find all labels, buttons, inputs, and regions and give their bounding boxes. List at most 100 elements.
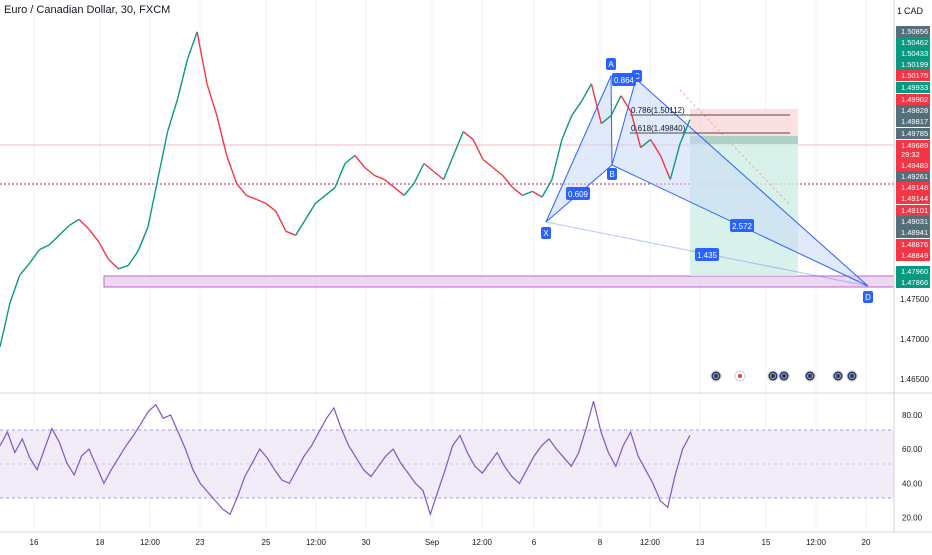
price-segment-27	[256, 198, 267, 205]
price-label: 1.50175	[901, 71, 928, 80]
pattern-ratio-box	[612, 73, 636, 86]
harmonic-pattern[interactable]	[545, 75, 869, 287]
price-segment-46	[442, 155, 455, 180]
price-segment-29	[275, 211, 287, 232]
price-label-bg	[896, 128, 930, 139]
time-tick-label: 12:00	[806, 538, 827, 547]
fib-786-label: 0.786(1.50112)	[631, 106, 685, 115]
euro-flag-icon[interactable]	[767, 370, 779, 382]
currency-label: CAD	[904, 6, 924, 16]
rsi-series[interactable]	[0, 400, 691, 517]
price-axis[interactable]: 1.47500 1.47000 1.46500	[900, 295, 929, 384]
eu-stars-icon	[713, 373, 719, 379]
rsi-tick-label: 20.00	[902, 514, 923, 523]
time-tick-label: 8	[598, 538, 603, 547]
pattern-point-b	[607, 168, 617, 180]
price-segment-67	[650, 139, 661, 156]
price-segment-39	[374, 174, 385, 181]
rsi-tick-label: 80.00	[902, 411, 923, 420]
price-label-bg	[896, 48, 930, 59]
price-segment-63	[610, 95, 622, 117]
price-label: 1.47866	[901, 278, 928, 287]
price-segment-26	[246, 194, 257, 201]
time-tick-label: 13	[696, 538, 705, 547]
pattern-point-label: A	[608, 60, 614, 69]
price-segment-5	[39, 244, 50, 251]
pattern-point-label: X	[543, 229, 549, 238]
price-segment-10	[88, 228, 100, 243]
pattern-ratio-label: 1.435	[697, 251, 718, 260]
price-segment-50	[482, 158, 494, 169]
price-segment-40	[383, 178, 395, 188]
price-segment-60	[580, 83, 593, 102]
time-tick-label: 18	[96, 538, 105, 547]
price-segment-25	[236, 182, 247, 196]
price-segment-56	[541, 179, 553, 198]
pattern-point-label: D	[865, 293, 871, 302]
price-segment-36	[344, 154, 356, 165]
price-segment-33	[314, 194, 326, 204]
time-tick-label: 25	[262, 538, 271, 547]
euro-flag-icon[interactable]	[804, 370, 816, 382]
price-segment-57	[551, 139, 563, 180]
time-tick-label: 12:00	[306, 538, 327, 547]
dotted-projection-line	[679, 89, 791, 206]
price-label: 1.49483	[901, 161, 928, 170]
price-label-bg	[896, 250, 930, 261]
time-tick-label: 16	[30, 538, 39, 547]
price-segment-32	[305, 203, 316, 220]
price-segment-37	[354, 155, 366, 168]
price-label: 1.48941	[901, 228, 928, 237]
pattern-point-d	[863, 291, 873, 303]
time-tick-label: 12:00	[140, 538, 161, 547]
time-axis[interactable]: 16 18 12:00 23 25 12:00 30 Sep 12:00 6 8 12:00 13 15 1…	[30, 538, 871, 547]
price-segment-7	[58, 225, 70, 236]
rsi-tick-label: 60.00	[902, 445, 923, 454]
economic-events[interactable]	[710, 370, 858, 382]
euro-flag-icon[interactable]	[710, 370, 722, 382]
price-label-bg	[896, 26, 930, 37]
pattern-ratio-box	[566, 187, 590, 200]
time-tick-label: 12:00	[472, 538, 493, 547]
price-segment-3	[19, 262, 31, 276]
price-segment-16	[147, 179, 159, 228]
price-label: 1.49817	[901, 117, 928, 126]
price-label-bg	[896, 94, 930, 105]
price-label: 1.49689	[901, 141, 928, 150]
price-segment-30	[285, 230, 296, 236]
price-segment-48	[462, 131, 474, 141]
price-label-bg	[896, 105, 930, 116]
pattern-point-label: C	[634, 72, 640, 81]
euro-flag-icon[interactable]	[778, 370, 790, 382]
rsi-tick-label: 40.00	[902, 479, 923, 488]
price-label-bg	[896, 266, 930, 277]
maple-leaf-icon	[738, 374, 742, 378]
symbol-title[interactable]: Euro / Canadian Dollar, 30, FXCM	[4, 4, 171, 16]
rsi-axis[interactable]: 80.00 60.00 40.00 20.00	[902, 411, 923, 523]
price-segment-45	[433, 170, 445, 181]
support-zone[interactable]	[103, 275, 895, 288]
price-segment-34	[324, 186, 336, 196]
price-segment-20	[186, 31, 198, 61]
price-label-bg	[896, 70, 930, 81]
price-segment-61	[590, 83, 602, 124]
price-segment-9	[78, 218, 90, 230]
price-segment-2	[9, 274, 21, 304]
price-segment-21	[196, 31, 208, 84]
price-label-bg	[896, 116, 930, 127]
euro-flag-icon[interactable]	[846, 370, 858, 382]
pattern-ratio-box	[730, 219, 754, 232]
price-tick-label: 1.47500	[900, 295, 929, 304]
eu-stars-icon	[849, 373, 855, 379]
pattern-point-label: B	[609, 170, 614, 179]
price-series[interactable]	[0, 31, 691, 348]
price-label: 1.47960	[901, 267, 928, 276]
price-segment-42	[403, 182, 415, 196]
price-segment-66	[640, 139, 652, 149]
price-segment-69	[669, 143, 681, 180]
price-segment-54	[522, 190, 533, 197]
price-segment-14	[127, 250, 139, 266]
euro-flag-icon[interactable]	[832, 370, 844, 382]
price-segment-35	[334, 163, 346, 188]
